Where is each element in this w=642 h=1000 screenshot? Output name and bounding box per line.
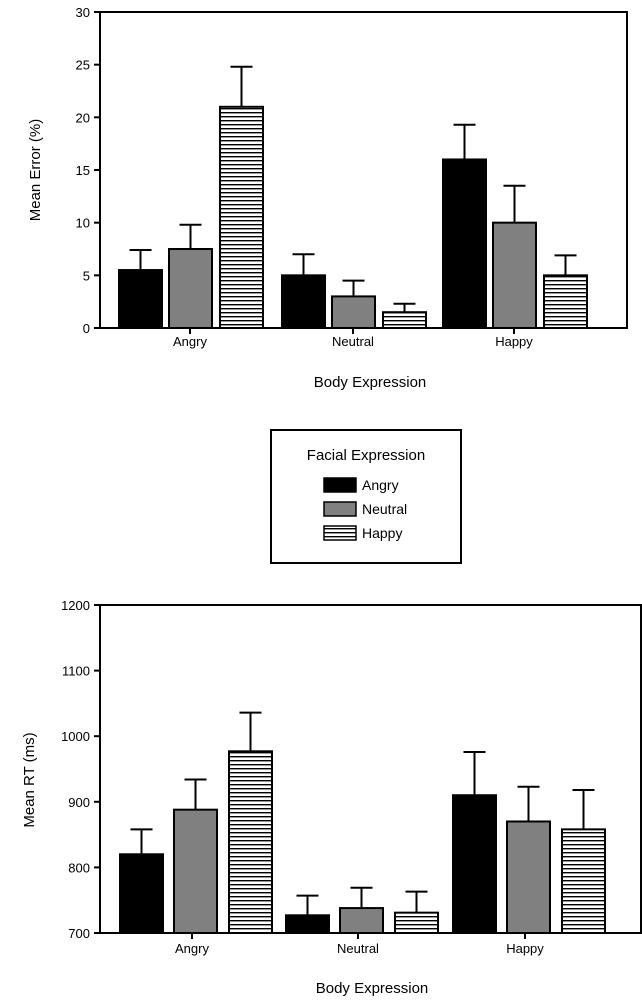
rt-chart-bar-neutral (340, 908, 383, 933)
error-chart-xtick-label: Neutral (332, 334, 374, 349)
error-chart-xtick-label: Angry (173, 334, 207, 349)
rt-chart-ytick-label: 800 (68, 860, 90, 875)
rt-chart-ytick-label: 1200 (61, 598, 90, 613)
error-chart: 0 5 10 15 20 25 30 Angry Neutral Happy Body Expre… (27, 5, 627, 391)
legend-swatch-angry (324, 478, 356, 492)
rt-chart-bar-happy (229, 751, 272, 933)
error-chart-bar-happy (544, 275, 587, 328)
legend-title: Facial Expression (307, 447, 425, 464)
rt-chart-ytick-label: 1000 (61, 729, 90, 744)
rt-chart-bar-neutral (507, 821, 550, 933)
rt-chart-bar-angry (120, 854, 163, 933)
error-chart-bar-happy (383, 312, 426, 328)
error-chart-bar-angry (119, 270, 162, 328)
error-chart-bar-neutral (169, 249, 212, 328)
rt-chart-xlabel: Body Expression (316, 980, 429, 997)
rt-chart-xtick-label: Happy (506, 941, 544, 956)
error-chart-ytick-label: 30 (76, 5, 90, 20)
error-chart-bar-happy (220, 107, 263, 328)
error-chart-ytick-label: 5 (83, 268, 90, 283)
error-chart-ytick-label: 20 (76, 110, 90, 125)
rt-chart-xtick-label: Angry (175, 941, 209, 956)
legend-swatch-neutral (324, 502, 356, 516)
error-chart-marks: 0 5 10 15 20 25 30 Angry Neutral Happy (76, 5, 627, 349)
legend-label-angry: Angry (362, 477, 399, 493)
rt-chart-bar-angry (286, 915, 329, 933)
error-chart-ytick-label: 10 (76, 216, 90, 231)
legend: Facial Expression Angry Neutral Happy (271, 430, 461, 563)
error-chart-ytick-label: 0 (83, 321, 90, 336)
error-chart-bar-neutral (493, 223, 536, 328)
legend-label-neutral: Neutral (362, 501, 407, 517)
error-chart-ytick-label: 25 (76, 58, 90, 73)
rt-chart-bar-angry (453, 795, 496, 933)
rt-chart-bar-happy (562, 829, 605, 933)
error-chart-bar-angry (282, 275, 325, 328)
error-chart-bar-angry (443, 159, 486, 328)
error-chart-xlabel: Body Expression (314, 374, 427, 391)
rt-chart-marks: 700 800 900 1000 1100 1200 Angry Neutral Happy (61, 598, 641, 956)
rt-chart-bar-neutral (174, 810, 217, 933)
legend-label-happy: Happy (362, 525, 402, 541)
legend-swatch-happy (324, 526, 356, 540)
rt-chart-xtick-label: Neutral (337, 941, 379, 956)
error-chart-xtick-label: Happy (495, 334, 533, 349)
rt-chart-ytick-label: 900 (68, 795, 90, 810)
rt-chart-ylabel: Mean RT (ms) (21, 732, 38, 827)
error-chart-bar-neutral (332, 296, 375, 328)
rt-chart-ytick-label: 1100 (62, 664, 90, 679)
rt-chart: 700 800 900 1000 1100 1200 Angry Neutral Happy B… (21, 598, 641, 997)
error-chart-ylabel: Mean Error (%) (27, 119, 44, 222)
rt-chart-ytick-label: 700 (68, 926, 90, 941)
rt-chart-bar-happy (395, 913, 438, 933)
error-chart-ytick-label: 15 (76, 163, 90, 178)
